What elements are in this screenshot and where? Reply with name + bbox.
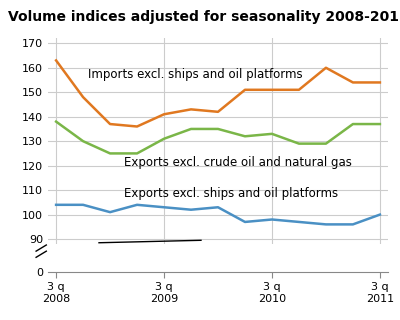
Text: Exports excl. ships and oil platforms: Exports excl. ships and oil platforms (124, 188, 338, 200)
Text: Imports excl. ships and oil platforms: Imports excl. ships and oil platforms (88, 68, 303, 81)
Text: Volume indices adjusted for seasonality 2008-2011. 2000=100: Volume indices adjusted for seasonality … (8, 10, 400, 24)
Text: Exports excl. crude oil and natural gas: Exports excl. crude oil and natural gas (124, 156, 352, 169)
